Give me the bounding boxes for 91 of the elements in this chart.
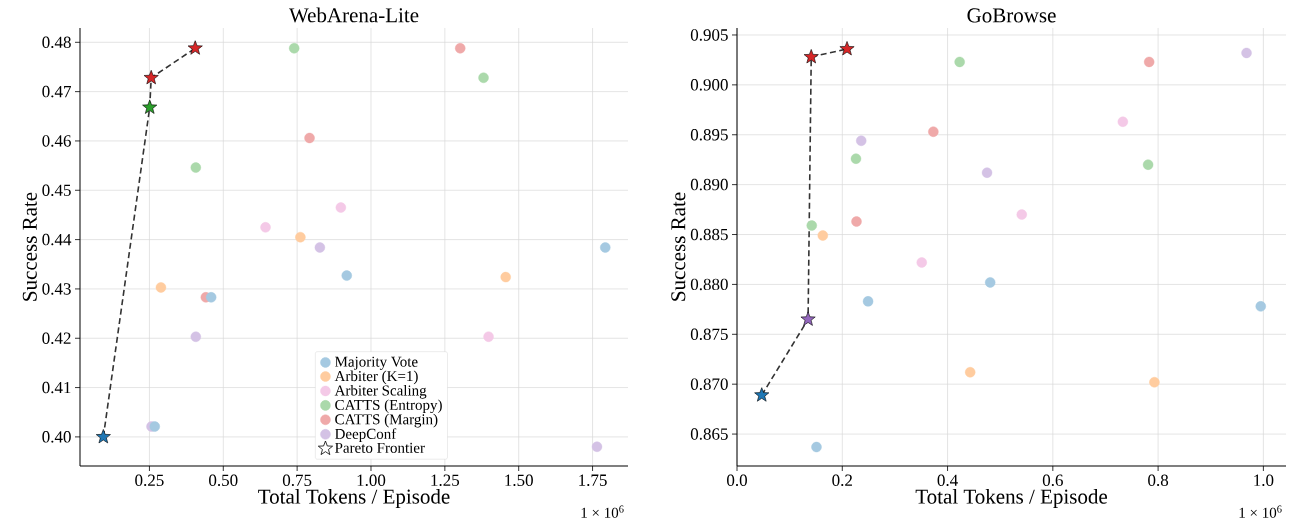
point [1255,301,1266,312]
y-tick-label: 0.885 [690,228,728,241]
point [964,367,976,378]
point [483,331,494,342]
y-tick-label: 0.40 [42,431,71,443]
legend-label: Majority Vote [335,356,418,370]
chart-title: GoBrowse [967,8,1056,23]
point [1016,209,1027,220]
x-tick-label: 0.2 [832,474,852,487]
legend-label: CATTS (Entropy) [335,399,442,414]
y-axis-title: Success Rate [671,192,686,301]
point [500,271,511,283]
point [981,167,993,178]
point [142,99,158,114]
text: 1 × 10$^{6}$ [1239,505,1282,518]
x-tick-label: 0.50 [209,474,238,487]
y-tick-label: 0.905 [690,29,728,41]
x-tick-label: 1.75 [579,474,607,486]
point [95,429,111,444]
y-tick-label: 0.880 [690,278,728,291]
y-tick-label: 0.900 [690,79,728,91]
point [811,441,822,453]
point [314,242,326,253]
y-tick-label: 0.870 [690,378,728,390]
point [143,70,159,85]
y-tick-label: 0.48 [42,36,71,49]
y-tick-label: 0.45 [42,184,71,197]
point [817,230,829,241]
point [1241,47,1252,59]
x-tick-label: 1.0 [1254,474,1274,487]
x-tick-label: 1.00 [357,474,386,487]
point [260,222,271,233]
x-tick-label: 0.8 [1148,474,1169,487]
point [1117,116,1129,127]
y-tick-label: 0.43 [42,283,71,295]
x-tick-label: 0.25 [135,474,164,487]
point [591,441,603,452]
point [850,153,862,164]
point [455,43,466,54]
point [341,270,352,281]
x-tick-label: 0.75 [282,474,312,487]
point [754,387,770,402]
y-tick-label: 0.895 [690,128,728,141]
point [851,216,862,227]
legend-label: CATTS (Margin) [335,413,438,428]
x-axis-title: Total Tokens / Episode [915,488,1108,508]
x-tick-label: 1.50 [505,474,533,487]
y-tick-label: 0.44 [42,233,72,246]
point [190,331,202,342]
point [600,242,611,253]
x-tick-label: 1.25 [431,474,460,487]
x-axis-title: Total Tokens / Episode [258,488,450,508]
point [205,292,217,303]
point [803,49,819,64]
point [187,40,203,55]
legend-label: Arbiter (K=1) [334,370,418,385]
legend-label: DeepConf [335,428,397,442]
point [295,231,306,243]
point [862,296,874,307]
point [806,220,817,231]
y-tick-label: 0.875 [690,328,728,341]
text: 1 × 10$^{6}$ [581,505,624,518]
point [190,162,202,173]
y-axis-title: Success Rate [22,192,37,301]
x-tick-label: 0.0 [727,474,747,487]
y-tick-label: 0.865 [690,428,728,440]
point [928,126,939,137]
point [954,56,965,68]
point [155,282,167,293]
y-tick-label: 0.890 [690,178,728,191]
chart-title: WebArena-Lite [288,7,419,23]
point [478,72,489,84]
y-tick-label: 0.47 [42,85,71,98]
point [335,202,347,213]
point [856,135,867,146]
point [800,311,816,326]
point [916,257,927,268]
point [984,277,996,288]
point [1149,376,1160,388]
point [1143,56,1155,68]
x-tick-label: 0.6 [1042,474,1063,487]
y-tick-label: 0.46 [42,135,71,147]
point [1142,159,1154,170]
legend-label: Arbiter Scaling [334,385,427,399]
x-tick-label: 0.4 [937,474,958,487]
point [304,132,315,144]
legend-label: Pareto Frontier [335,442,425,453]
y-tick-label: 0.41 [42,381,71,394]
point [288,43,300,54]
y-tick-label: 0.42 [42,332,71,345]
point [839,41,855,56]
